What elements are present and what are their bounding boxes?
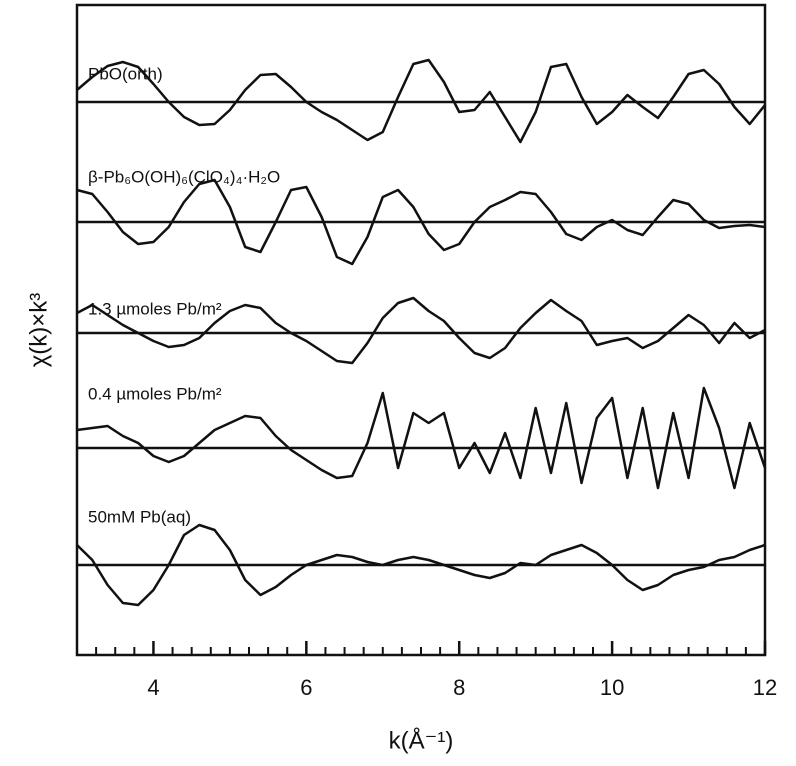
series-label: PbO(orth) <box>88 64 163 83</box>
series-label: 0.4 µmoles Pb/m² <box>88 384 222 403</box>
spectrum-line <box>76 58 766 144</box>
spectrum-line <box>76 386 767 490</box>
series-label: 50mM Pb(aq) <box>88 507 191 526</box>
series-label: β-Pb₆O(OH)₆(ClO₄)₄·H₂O <box>88 167 280 186</box>
x-tick-label: 12 <box>753 675 777 700</box>
x-tick-label: 10 <box>600 675 624 700</box>
x-tick-label: 8 <box>453 675 465 700</box>
spectrum-line <box>76 296 766 365</box>
x-tick-label: 6 <box>300 675 312 700</box>
spectrum-line <box>76 178 766 266</box>
series-label: 1.3 µmoles Pb/m² <box>88 299 222 318</box>
x-tick-label: 4 <box>147 675 159 700</box>
spectrum-line <box>76 523 766 607</box>
x-axis-label: k(Å⁻¹) <box>389 726 454 754</box>
y-axis-label: χ(k)×k³ <box>25 293 52 368</box>
